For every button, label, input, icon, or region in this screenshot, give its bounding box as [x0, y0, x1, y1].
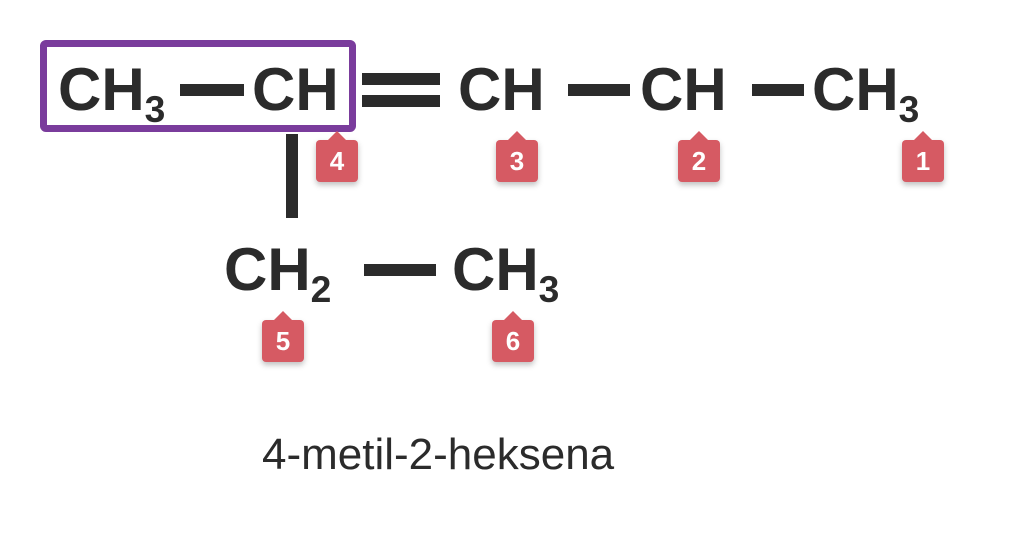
atom-c6-ch3: CH3 — [452, 240, 559, 300]
atom-sub: 3 — [145, 88, 166, 130]
atom-text: CH — [640, 56, 727, 123]
badge-3: 3 — [496, 140, 538, 182]
badge-label: 2 — [692, 146, 706, 176]
atom-c4-ch3: CH3 — [58, 60, 165, 120]
atom-text: CH — [224, 236, 311, 303]
badge-label: 3 — [510, 146, 524, 176]
badge-1: 1 — [902, 140, 944, 182]
bond-5-6 — [364, 264, 436, 276]
bond-2-1 — [752, 84, 804, 96]
atom-sub: 3 — [899, 88, 920, 130]
badge-label: 4 — [330, 146, 344, 176]
atom-c2-ch: CH — [640, 60, 727, 120]
bond-3-2 — [568, 84, 630, 96]
bond-4-5 — [286, 134, 298, 218]
bond-double — [362, 73, 440, 107]
badge-label: 5 — [276, 326, 290, 356]
atom-c4-ch: CH — [252, 60, 339, 120]
badge-label: 1 — [916, 146, 930, 176]
badge-2: 2 — [678, 140, 720, 182]
atom-c1-ch3: CH3 — [812, 60, 919, 120]
atom-text: CH — [452, 236, 539, 303]
atom-sub: 3 — [539, 268, 560, 310]
atom-c3-ch: CH — [458, 60, 545, 120]
bond-4methyl — [180, 84, 244, 96]
atom-text: CH — [252, 56, 339, 123]
badge-4: 4 — [316, 140, 358, 182]
atom-c5-ch2: CH2 — [224, 240, 331, 300]
diagram-stage: CH3 CH CH CH CH3 CH2 CH3 4 3 2 1 5 6 4-m… — [0, 0, 1024, 533]
atom-sub: 2 — [311, 268, 332, 310]
badge-6: 6 — [492, 320, 534, 362]
atom-text: CH — [812, 56, 899, 123]
badge-label: 6 — [506, 326, 520, 356]
atom-text: CH — [458, 56, 545, 123]
atom-text: CH — [58, 56, 145, 123]
compound-name: 4-metil-2-heksena — [262, 430, 614, 480]
badge-5: 5 — [262, 320, 304, 362]
